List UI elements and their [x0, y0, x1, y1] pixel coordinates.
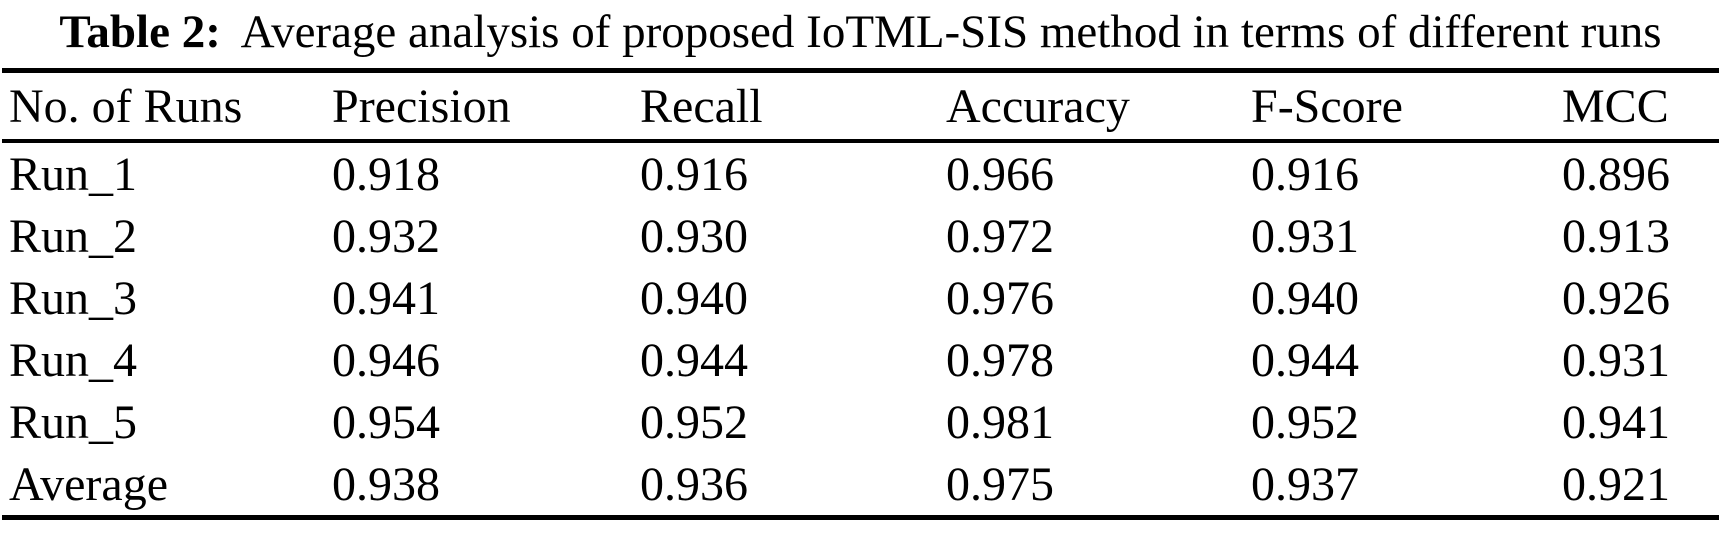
row-label: Run_4	[9, 333, 138, 387]
table-cell: 0.981	[946, 395, 1054, 449]
column-header-no-of-runs: No. of Runs	[2, 70, 332, 143]
table-header: No. of Runs Precision Recall Accuracy F-…	[2, 70, 1719, 143]
column-header-precision: Precision	[332, 70, 640, 143]
table-cell: 0.896	[1562, 147, 1670, 201]
table-cell: 0.944	[1251, 333, 1359, 387]
row-label: Run_1	[9, 147, 138, 201]
column-header-mcc: MCC	[1562, 70, 1719, 143]
table-cell: 0.938	[332, 457, 440, 511]
table-cell: 0.952	[640, 395, 748, 449]
table-row: Run_2 0.932 0.930 0.972 0.931 0.913	[2, 205, 1719, 267]
table-cell: 0.931	[1562, 333, 1670, 387]
table-cell: 0.926	[1562, 271, 1670, 325]
table-row: Run_5 0.954 0.952 0.981 0.952 0.941	[2, 391, 1719, 453]
table-row: Run_3 0.941 0.940 0.976 0.940 0.926	[2, 267, 1719, 329]
table-cell: 0.916	[1251, 147, 1359, 201]
table-cell: 0.916	[640, 147, 748, 201]
results-table: No. of Runs Precision Recall Accuracy F-…	[2, 68, 1719, 520]
table-cell: 0.931	[1251, 209, 1359, 263]
table-cell: 0.941	[332, 271, 440, 325]
column-header-accuracy: Accuracy	[946, 70, 1251, 143]
table-cell: 0.940	[1251, 271, 1359, 325]
table-cell: 0.952	[1251, 395, 1359, 449]
table-caption-text: Average analysis of proposed IoTML-SIS m…	[240, 6, 1662, 58]
table-cell: 0.966	[946, 147, 1054, 201]
table-cell: 0.918	[332, 147, 440, 201]
table-cell: 0.976	[946, 271, 1054, 325]
column-header-recall: Recall	[640, 70, 946, 143]
table-cell: 0.972	[946, 209, 1054, 263]
table-cell: 0.944	[640, 333, 748, 387]
table-cell: 0.940	[640, 271, 748, 325]
table-cell: 0.930	[640, 209, 748, 263]
table-cell: 0.941	[1562, 395, 1670, 449]
row-label: Run_3	[9, 271, 138, 325]
table-row: Run_1 0.918 0.916 0.966 0.916 0.896	[2, 141, 1719, 205]
table-cell: 0.932	[332, 209, 440, 263]
column-header-f-score: F-Score	[1251, 70, 1562, 143]
table-row: Average 0.938 0.936 0.975 0.937 0.921	[2, 453, 1719, 518]
table-body: Run_1 0.918 0.916 0.966 0.916 0.896 Run_…	[2, 141, 1719, 518]
table-cell: 0.946	[332, 333, 440, 387]
table-cell: 0.913	[1562, 209, 1670, 263]
row-label: Run_2	[9, 209, 138, 263]
table-caption-label: Table 2:	[59, 6, 221, 58]
table-cell: 0.937	[1251, 457, 1359, 511]
row-label: Average	[9, 457, 168, 511]
table-cell: 0.978	[946, 333, 1054, 387]
table-row: Run_4 0.946 0.944 0.978 0.944 0.931	[2, 329, 1719, 391]
table-cell: 0.975	[946, 457, 1054, 511]
table-cell: 0.954	[332, 395, 440, 449]
table-cell: 0.936	[640, 457, 748, 511]
header-row: No. of Runs Precision Recall Accuracy F-…	[2, 70, 1719, 143]
table-caption: Table 2: Average analysis of proposed IoT…	[0, 0, 1721, 68]
row-label: Run_5	[9, 395, 138, 449]
table-cell: 0.921	[1562, 457, 1670, 511]
